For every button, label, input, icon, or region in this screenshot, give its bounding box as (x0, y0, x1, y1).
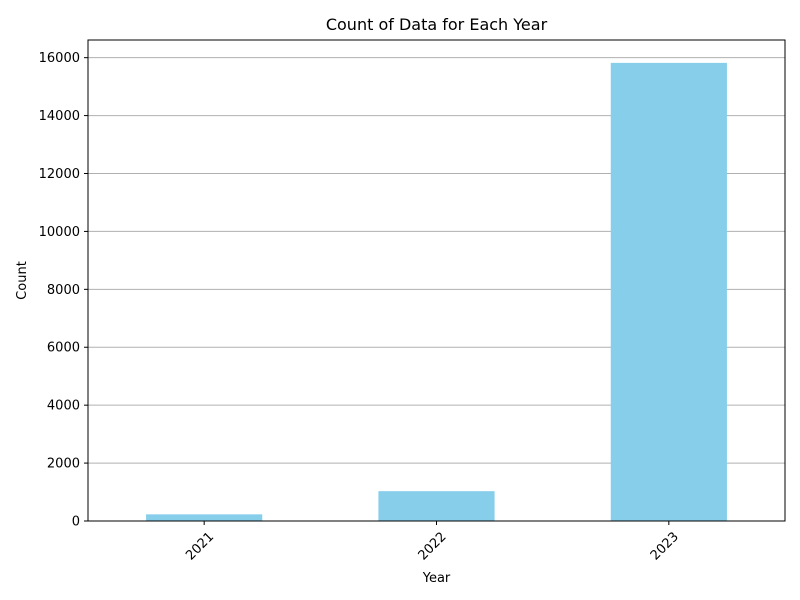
x-tick-label: 2021 (183, 529, 217, 563)
y-tick-label: 14000 (39, 109, 80, 124)
y-axis-label: Count (15, 261, 30, 300)
y-tick-label: 4000 (47, 399, 80, 414)
y-ticks: 0 2000 4000 6000 8000 10000 12000 14000 16000 (39, 51, 88, 530)
y-tick-label: 12000 (39, 167, 80, 182)
x-tick-label: 2022 (416, 529, 450, 563)
grid-lines (88, 57, 785, 522)
bar-2021 (146, 514, 263, 521)
y-tick-label: 8000 (47, 283, 80, 298)
x-tick-label: 2023 (648, 529, 682, 563)
y-tick-label: 2000 (47, 457, 80, 472)
bar-2022 (378, 491, 495, 521)
bars (146, 62, 727, 521)
y-tick-label: 10000 (39, 225, 80, 240)
chart-title: Count of Data for Each Year (326, 15, 548, 34)
x-axis-label: Year (422, 571, 451, 586)
y-tick-label: 16000 (39, 51, 80, 66)
x-ticks: 2021 2022 2023 (183, 521, 682, 563)
y-tick-label: 6000 (47, 341, 80, 356)
y-tick-label: 0 (72, 515, 80, 530)
bar-2023 (610, 62, 727, 521)
